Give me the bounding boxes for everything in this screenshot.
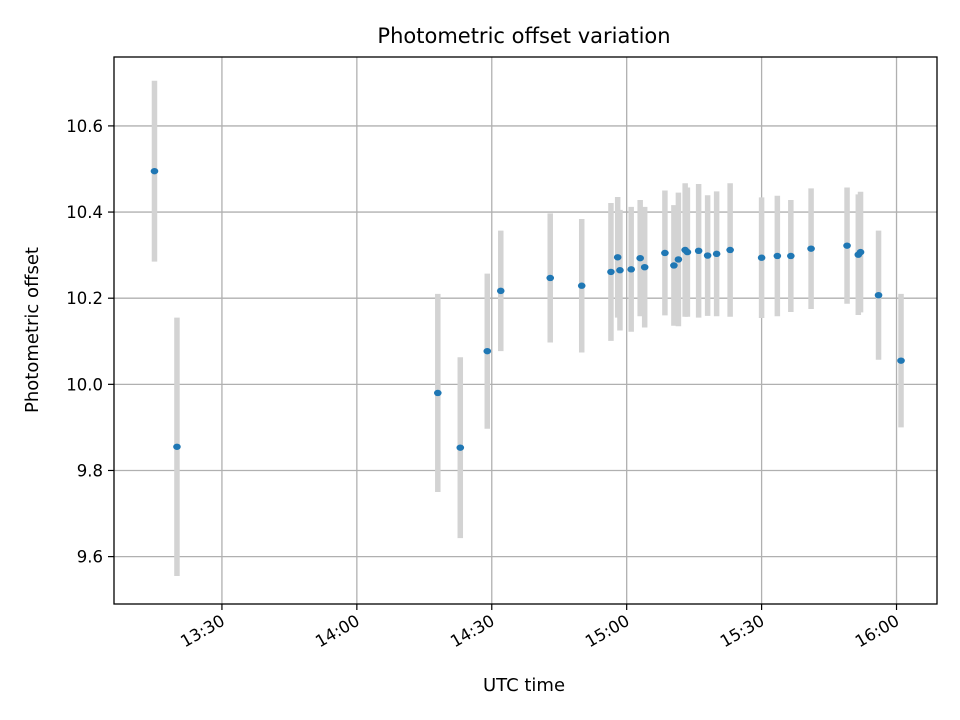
y-tick-label: 10.0 bbox=[66, 375, 103, 394]
x-tick-label: 15:00 bbox=[582, 611, 633, 651]
data-point bbox=[773, 252, 782, 260]
data-point bbox=[150, 167, 159, 175]
data-point bbox=[627, 266, 635, 273]
data-point bbox=[874, 291, 883, 299]
chart-title: Photometric offset variation bbox=[377, 24, 670, 48]
data-point bbox=[546, 274, 555, 282]
data-point bbox=[616, 267, 624, 274]
x-tick-label: 16:00 bbox=[852, 611, 903, 651]
y-tick-label: 9.6 bbox=[77, 548, 103, 567]
data-point bbox=[787, 252, 795, 260]
data-point bbox=[726, 246, 734, 254]
y-axis: 9.6 9.8 10.0 10.2 10.4 10.6 bbox=[66, 117, 114, 567]
x-axis-title: UTC time bbox=[483, 675, 565, 696]
y-tick-label: 10.4 bbox=[66, 203, 103, 222]
data-point bbox=[807, 245, 815, 252]
data-point bbox=[694, 247, 703, 255]
data-point bbox=[173, 443, 181, 450]
y-axis-title: Photometric offset bbox=[22, 247, 43, 413]
data-point bbox=[496, 287, 505, 295]
data-point bbox=[670, 262, 678, 269]
y-tick-label: 10.2 bbox=[66, 289, 103, 308]
data-point bbox=[456, 444, 465, 451]
x-tick-label: 14:30 bbox=[447, 611, 498, 651]
data-point bbox=[661, 249, 669, 257]
data-point bbox=[712, 250, 721, 258]
data-point bbox=[897, 357, 905, 364]
x-tick-label: 15:30 bbox=[717, 611, 768, 651]
plot-frame bbox=[113, 56, 938, 605]
y-tick-label: 10.6 bbox=[66, 117, 103, 136]
data-point bbox=[843, 242, 851, 249]
data-point bbox=[674, 256, 683, 263]
data-point bbox=[636, 254, 644, 262]
data-point bbox=[607, 268, 615, 276]
data-points bbox=[150, 167, 905, 451]
data-point bbox=[613, 254, 622, 261]
data-point bbox=[683, 248, 692, 256]
x-tick-label: 13:30 bbox=[177, 611, 228, 651]
grid bbox=[114, 57, 937, 604]
data-point bbox=[856, 248, 865, 256]
data-point bbox=[640, 263, 649, 271]
data-point bbox=[703, 252, 712, 259]
data-point bbox=[757, 254, 766, 261]
errorbars bbox=[151, 80, 904, 577]
data-point bbox=[577, 282, 586, 289]
y-tick-label: 9.8 bbox=[77, 461, 103, 480]
x-tick-label: 14:00 bbox=[312, 611, 363, 651]
x-axis: 13:30 14:00 14:30 15:00 15:30 16:00 bbox=[177, 604, 903, 651]
data-point bbox=[434, 389, 442, 397]
data-point bbox=[483, 347, 492, 355]
